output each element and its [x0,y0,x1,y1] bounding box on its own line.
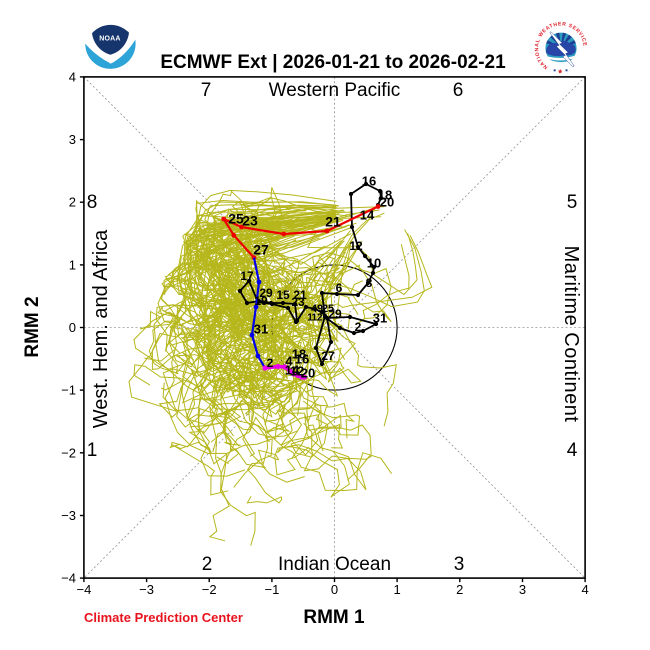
svg-text:2: 2 [202,554,213,575]
svg-text:Maritime Continent: Maritime Continent [560,246,582,423]
svg-text:4: 4 [311,303,318,315]
svg-text:8: 8 [87,192,98,213]
svg-text:4: 4 [285,353,293,368]
svg-text:3: 3 [69,132,76,147]
svg-text:25: 25 [228,211,244,227]
svg-text:18: 18 [378,187,392,202]
svg-text:ECMWF Ext | 2026-01-21 to 2026: ECMWF Ext | 2026-01-21 to 2026-02-21 [160,52,506,73]
svg-text:−2: −2 [202,582,217,597]
svg-text:31: 31 [254,321,268,336]
svg-text:14: 14 [285,362,300,377]
svg-text:10: 10 [367,255,381,270]
svg-text:4: 4 [567,440,578,461]
svg-text:27: 27 [253,242,269,258]
svg-text:19: 19 [254,294,268,308]
svg-text:25: 25 [322,303,334,315]
svg-text:15: 15 [276,288,290,302]
svg-text:14: 14 [360,207,375,222]
svg-text:RMM 2: RMM 2 [22,296,43,357]
svg-text:9: 9 [317,303,323,315]
svg-text:18: 18 [292,346,306,361]
svg-text:16: 16 [295,351,309,366]
svg-text:Western Pacific: Western Pacific [269,80,401,101]
svg-text:Climate Prediction Center: Climate Prediction Center [84,610,243,625]
svg-text:21: 21 [293,288,307,302]
svg-text:2: 2 [456,582,463,597]
svg-text:0: 0 [69,320,76,335]
svg-text:3: 3 [454,554,465,575]
svg-text:3: 3 [519,582,526,597]
svg-text:RMM 1: RMM 1 [303,607,365,628]
svg-text:−1: −1 [61,383,76,398]
svg-text:29: 29 [328,307,342,321]
svg-text:12: 12 [311,313,323,324]
svg-text:−3: −3 [139,582,154,597]
svg-text:20: 20 [380,194,394,209]
svg-text:23: 23 [242,213,258,229]
svg-text:−4: −4 [61,571,76,586]
svg-text:6: 6 [453,80,464,101]
svg-text:12: 12 [290,363,304,378]
svg-text:12: 12 [349,239,363,253]
svg-text:31: 31 [373,310,387,325]
svg-text:23: 23 [291,295,305,309]
svg-text:8: 8 [366,276,373,290]
svg-text:NOAA: NOAA [99,36,120,43]
svg-text:21: 21 [325,214,341,230]
svg-text:1: 1 [393,582,400,597]
svg-text:17: 17 [240,269,254,283]
svg-text:2: 2 [355,320,362,334]
svg-text:5: 5 [567,192,578,213]
svg-text:4: 4 [581,582,588,597]
svg-text:Indian Ocean: Indian Ocean [278,554,391,575]
svg-text:1: 1 [69,257,76,272]
svg-text:1: 1 [307,313,313,324]
svg-text:7: 7 [201,80,212,101]
svg-text:20: 20 [301,365,315,380]
svg-text:6: 6 [336,281,343,295]
svg-text:4: 4 [69,69,76,84]
svg-text:West. Hem. and Africa: West. Hem. and Africa [90,229,112,428]
svg-text:0: 0 [331,582,338,597]
svg-text:27: 27 [321,349,335,363]
svg-text:−2: −2 [61,445,76,460]
svg-text:2: 2 [69,195,76,210]
svg-text:29: 29 [259,286,273,300]
svg-text:2: 2 [267,356,274,370]
svg-text:−4: −4 [76,582,91,597]
svg-text:−3: −3 [61,508,76,523]
svg-text:−1: −1 [264,582,279,597]
svg-text:16: 16 [362,173,376,188]
svg-text:1: 1 [87,440,98,461]
